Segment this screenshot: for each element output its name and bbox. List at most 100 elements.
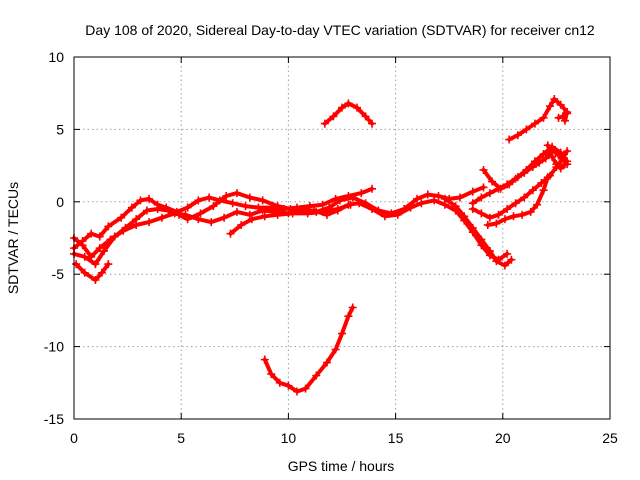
- data-point: [245, 193, 254, 202]
- y-axis-label: SDTVAR / TECUs: [5, 182, 21, 294]
- data-point: [318, 207, 327, 216]
- data-point: [518, 210, 527, 219]
- series-track-5: [228, 202, 353, 236]
- data-point: [554, 113, 563, 122]
- data-point: [284, 381, 293, 390]
- data-point: [520, 193, 529, 202]
- data-point: [496, 184, 505, 193]
- data-point: [357, 189, 366, 198]
- data-point: [528, 186, 537, 195]
- data-point: [526, 207, 535, 216]
- data-point: [344, 99, 353, 108]
- data-point: [142, 206, 151, 215]
- data-point: [100, 247, 109, 256]
- data-point: [455, 193, 464, 202]
- data-point: [329, 112, 338, 121]
- data-point: [530, 157, 539, 166]
- data-point: [368, 205, 377, 214]
- data-point: [226, 229, 235, 238]
- data-point: [132, 220, 141, 229]
- data-point: [488, 177, 497, 186]
- data-point: [417, 199, 426, 208]
- data-point: [267, 370, 276, 379]
- data-point: [563, 147, 572, 156]
- data-point: [183, 203, 192, 212]
- data-point: [368, 184, 377, 193]
- data-point: [423, 190, 432, 199]
- series-track-1: [72, 186, 374, 251]
- data-point: [355, 199, 364, 208]
- y-tick-label: -5: [52, 266, 65, 282]
- y-tick-label: 10: [48, 49, 64, 65]
- data-point: [104, 260, 113, 269]
- data-point: [194, 215, 203, 224]
- data-point: [136, 196, 145, 205]
- data-point: [500, 261, 509, 270]
- data-point: [338, 103, 346, 112]
- chart-title: Day 108 of 2020, Sidereal Day-to-day VTE…: [85, 22, 595, 38]
- data-point: [522, 165, 531, 174]
- data-point: [245, 210, 254, 219]
- data-point: [539, 113, 548, 122]
- x-axis-label: GPS time / hours: [288, 458, 395, 474]
- data-point: [338, 329, 346, 338]
- x-tick-label: 15: [388, 430, 404, 446]
- data-point: [541, 154, 550, 163]
- data-point: [127, 203, 136, 212]
- data-point: [228, 199, 237, 208]
- series-track-7: [262, 305, 355, 394]
- data-point: [87, 229, 96, 238]
- data-point: [232, 189, 241, 198]
- data-point: [222, 192, 231, 201]
- data-point: [503, 249, 512, 258]
- data-point: [194, 196, 203, 205]
- data-point: [511, 199, 520, 208]
- data-point: [460, 212, 469, 221]
- data-point: [563, 109, 572, 118]
- data-point: [468, 199, 477, 208]
- data-point: [485, 213, 494, 222]
- data-point: [273, 210, 282, 219]
- data-point: [258, 206, 267, 215]
- data-point: [237, 220, 246, 229]
- data-point: [153, 205, 162, 214]
- data-point: [318, 200, 327, 209]
- data-point: [220, 213, 229, 222]
- data-point: [273, 202, 282, 211]
- data-point: [545, 102, 554, 111]
- data-point: [348, 303, 357, 312]
- data-point: [301, 384, 310, 393]
- data-point: [380, 212, 389, 221]
- data-point: [292, 387, 301, 396]
- data-point: [477, 193, 486, 202]
- data-point: [361, 112, 370, 121]
- x-tick-label: 20: [495, 430, 511, 446]
- data-point: [485, 189, 494, 198]
- axis-ticks: 0 5 10 15 20 25 -15 -10 -5 0 5 10: [44, 49, 618, 446]
- y-tick-label: 5: [56, 121, 64, 137]
- data-point: [468, 223, 477, 232]
- data-point: [560, 116, 569, 125]
- data-point: [97, 268, 106, 277]
- data-point: [344, 312, 353, 321]
- data-point: [247, 215, 256, 224]
- data-point: [333, 205, 342, 214]
- data-point: [539, 150, 548, 159]
- data-point: [477, 209, 486, 218]
- data-point: [406, 203, 415, 212]
- data-point: [119, 226, 128, 235]
- x-tick-label: 25: [602, 430, 618, 446]
- data-point: [505, 135, 514, 144]
- data-point: [479, 165, 488, 174]
- data-point: [560, 160, 569, 169]
- data-point: [91, 260, 100, 269]
- data-point: [368, 119, 377, 128]
- data-point: [507, 255, 516, 264]
- data-point: [548, 152, 557, 161]
- data-point: [505, 180, 514, 189]
- y-tick-label: -15: [44, 411, 64, 427]
- data-point: [500, 215, 509, 224]
- data-point: [451, 202, 460, 211]
- data-point: [95, 232, 104, 241]
